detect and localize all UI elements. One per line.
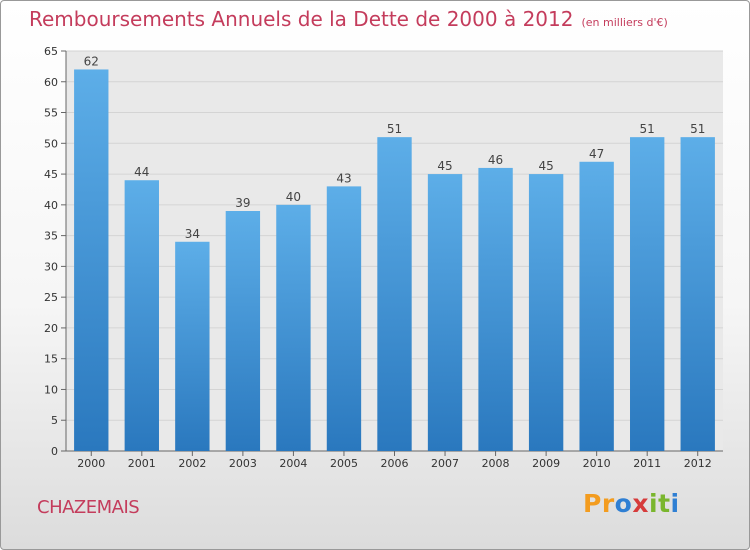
x-tick-label: 2005: [330, 457, 358, 470]
bar-2000: [74, 69, 109, 451]
bar-2007: [427, 174, 463, 452]
logo-letter: i: [670, 489, 680, 518]
x-tick-label: 2010: [583, 457, 611, 470]
bar-value-label: 46: [488, 153, 503, 167]
y-tick-label: 40: [44, 199, 58, 212]
logo-letter: t: [658, 489, 671, 518]
x-tick-label: 2009: [532, 457, 560, 470]
x-tick-label: 2008: [482, 457, 510, 470]
bar-value-label: 47: [589, 147, 604, 161]
y-tick-label: 5: [51, 414, 58, 427]
bar-value-label: 51: [690, 122, 705, 136]
bar-2003: [225, 211, 261, 451]
x-tick-label: 2012: [684, 457, 712, 470]
y-tick-label: 35: [44, 230, 58, 243]
y-tick-label: 45: [44, 168, 58, 181]
x-tick-label: 2002: [178, 457, 206, 470]
bar-value-label: 43: [336, 171, 351, 185]
commune-name: CHAZEMAIS: [37, 497, 140, 518]
bar-value-label: 34: [185, 227, 200, 241]
y-tick-label: 10: [44, 383, 58, 396]
x-tick-label: 2003: [229, 457, 257, 470]
logo-letter: x: [632, 489, 649, 518]
logo-letter: o: [614, 489, 633, 518]
logo-letter: P: [583, 489, 602, 518]
bar-value-label: 45: [538, 159, 553, 173]
bar-2006: [377, 137, 412, 451]
x-tick-label: 2000: [77, 457, 105, 470]
x-tick-label: 2001: [128, 457, 156, 470]
x-tick-label: 2007: [431, 457, 459, 470]
bar-2001: [124, 180, 159, 451]
bar-2012: [680, 137, 715, 451]
bar-value-label: 51: [640, 122, 655, 136]
y-tick-label: 20: [44, 322, 58, 335]
chart-title-main: Remboursements Annuels de la Dette de 20…: [29, 7, 574, 31]
x-tick-label: 2006: [381, 457, 409, 470]
bar-2008: [478, 167, 513, 451]
logo-letter: i: [649, 489, 659, 518]
y-tick-label: 30: [44, 260, 58, 273]
bar-2005: [326, 186, 362, 451]
chart-title-unit: (en milliers d'€): [581, 16, 668, 29]
bar-2011: [630, 137, 665, 451]
bar-value-label: 44: [134, 165, 149, 179]
y-tick-label: 65: [44, 45, 58, 58]
bar-2004: [276, 204, 311, 451]
bar-value-label: 45: [437, 159, 452, 173]
x-tick-label: 2004: [279, 457, 307, 470]
bar-2009: [528, 174, 564, 452]
bar-2002: [175, 241, 210, 451]
chart-title: Remboursements Annuels de la Dette de 20…: [29, 7, 668, 31]
bar-value-label: 39: [235, 196, 250, 210]
logo-letter: r: [601, 489, 615, 518]
bar-value-label: 40: [286, 190, 301, 204]
bar-2010: [579, 161, 614, 451]
y-tick-label: 50: [44, 137, 58, 150]
y-tick-label: 15: [44, 353, 58, 366]
y-tick-label: 0: [51, 445, 58, 458]
bar-value-label: 62: [84, 54, 99, 68]
proxiti-logo: Proxiti: [583, 489, 680, 518]
y-tick-label: 25: [44, 291, 58, 304]
x-tick-label: 2011: [633, 457, 661, 470]
bar-value-label: 51: [387, 122, 402, 136]
y-tick-label: 60: [44, 76, 58, 89]
y-tick-label: 55: [44, 107, 58, 120]
